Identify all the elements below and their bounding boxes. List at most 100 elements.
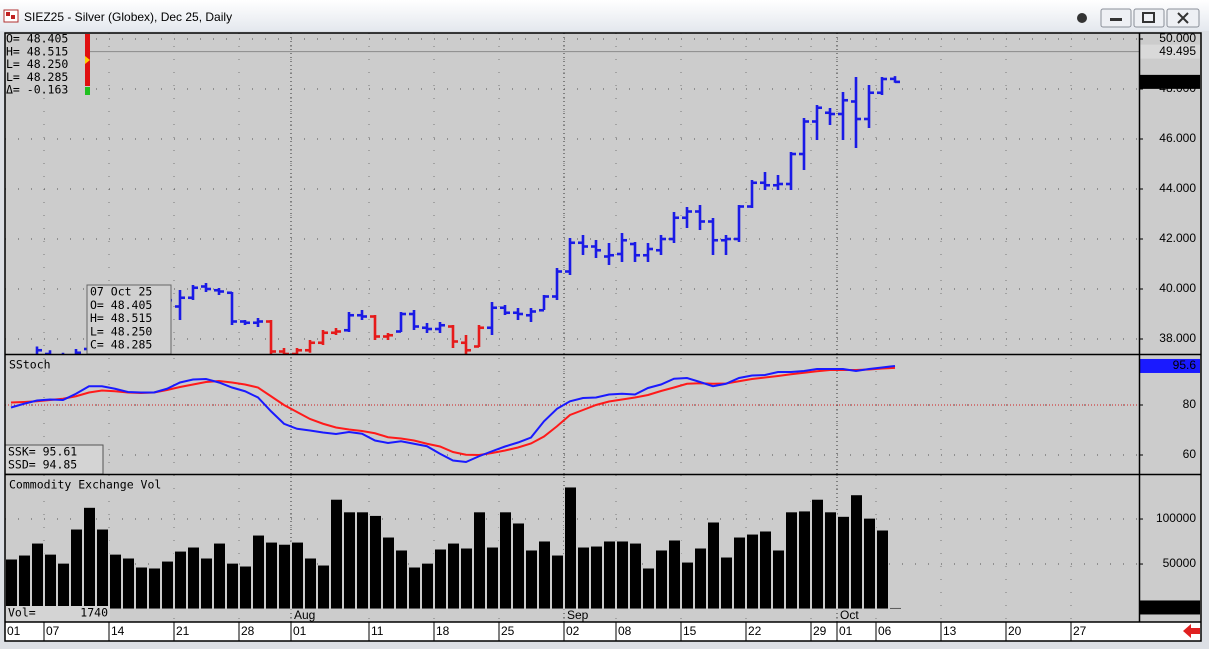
volume-bar <box>148 567 161 610</box>
pane-title: SStoch <box>9 358 51 372</box>
volume-bar <box>57 562 70 610</box>
volume-bar <box>135 566 148 610</box>
volume-bar <box>772 549 785 610</box>
y-tick-label: 50000 <box>1163 556 1197 570</box>
reference-label-box <box>1140 44 1200 59</box>
y-tick-label: 100000 <box>1156 511 1196 525</box>
reference-label: 49.495 <box>1159 44 1196 58</box>
volume-bar <box>408 566 421 610</box>
delta-indicator <box>85 87 90 95</box>
readout-line: SSD= 94.85 <box>8 458 77 472</box>
volume-bar <box>486 546 499 610</box>
volume-bar <box>837 515 850 610</box>
chart-layer: 01 07 14 21 28 01 11 18 25 02 08 15 22 29 01 06 13 20 27 Au… <box>4 31 1200 641</box>
volume-bar <box>889 606 902 610</box>
quote-line: L= 48.285 <box>6 70 68 84</box>
date-label: 08 <box>618 624 632 638</box>
quote-line: L= 48.250 <box>6 57 68 71</box>
readout-box <box>4 444 104 475</box>
volume-bar <box>655 549 668 610</box>
last-value-box <box>1140 358 1200 373</box>
volume-bar <box>382 536 395 610</box>
volume-bar <box>109 553 122 610</box>
y-tick-label: 44.000 <box>1159 181 1196 195</box>
month-label: Oct <box>840 608 859 622</box>
volume-bar <box>330 498 343 610</box>
volume-bar <box>642 567 655 610</box>
stoch-line <box>10 364 896 464</box>
volume-bar <box>798 510 811 610</box>
date-label: 25 <box>501 624 515 638</box>
restore-icon <box>1142 12 1155 23</box>
readout-label: Vol= <box>8 606 36 620</box>
volume-bar <box>694 547 707 610</box>
volume-bar <box>96 528 109 610</box>
volume-bar <box>603 540 616 610</box>
y-tick-label: 60 <box>1183 447 1197 461</box>
date-label: 01 <box>7 624 21 638</box>
volume-bar <box>18 554 31 610</box>
volume-bar <box>616 540 629 610</box>
volume-bar <box>473 511 486 610</box>
month-label: Aug <box>294 608 315 622</box>
readout-box <box>5 606 110 621</box>
last-value-box <box>1140 600 1200 615</box>
volume-bar <box>343 511 356 610</box>
volume-bar <box>356 511 369 610</box>
readout-line: SSK= 95.61 <box>8 445 77 459</box>
restore-button[interactable] <box>1133 8 1165 28</box>
date-label: 01 <box>293 624 307 638</box>
volume-bar <box>369 514 382 610</box>
volume-bar <box>720 556 733 610</box>
date-axis-background <box>5 622 1201 641</box>
window-buttons <box>1077 8 1200 28</box>
date-label: 02 <box>566 624 580 638</box>
volume-bar <box>70 528 83 610</box>
volume-bar <box>460 547 473 610</box>
pane-bar <box>5 486 1139 610</box>
hover-line: H= 48.515 <box>90 311 152 325</box>
volume-bar <box>629 542 642 610</box>
date-label: 27 <box>1073 624 1087 638</box>
pin-button[interactable] <box>1077 13 1087 23</box>
volume-bar <box>733 536 746 610</box>
last-value-label: 1740 <box>1169 600 1196 614</box>
minimize-icon <box>1110 18 1122 21</box>
date-label: 20 <box>1008 624 1022 638</box>
volume-bar <box>499 511 512 610</box>
quote-line: Δ= -0.163 <box>6 83 68 97</box>
volume-bar <box>44 553 57 610</box>
date-label: 14 <box>111 624 125 638</box>
date-label: 06 <box>878 624 892 638</box>
date-label: 07 <box>46 624 60 638</box>
volume-bar <box>317 564 330 610</box>
pane-borders <box>4 32 1202 642</box>
volume-bar <box>577 546 590 610</box>
date-label: 22 <box>748 624 762 638</box>
date-label: 15 <box>683 624 697 638</box>
date-label: 01 <box>839 624 853 638</box>
volume-bar <box>538 540 551 610</box>
hover-line: L= 48.250 <box>90 324 152 338</box>
pane-title: Commodity Exchange Vol <box>9 478 161 492</box>
volume-bar <box>200 557 213 610</box>
volume-bar <box>512 522 525 610</box>
y-tick-label: 46.000 <box>1159 131 1196 145</box>
volume-bar <box>525 549 538 610</box>
volume-bar <box>252 534 265 610</box>
volume-bar <box>278 543 291 610</box>
volume-bar <box>785 511 798 610</box>
volume-bar <box>668 539 681 610</box>
date-label: 13 <box>943 624 957 638</box>
y-tick-label: 40.000 <box>1159 281 1196 295</box>
last-value-label: 48.285 <box>1159 74 1196 88</box>
scroll-arrow[interactable] <box>1183 624 1200 638</box>
hover-line: 07 Oct 25 <box>90 285 152 299</box>
volume-bar <box>226 562 239 610</box>
volume-bar <box>590 545 603 610</box>
y-tick-label: 50.000 <box>1159 31 1196 45</box>
hover-line: C= 48.285 <box>90 338 152 352</box>
volume-bar <box>681 561 694 610</box>
date-label: 21 <box>176 624 190 638</box>
